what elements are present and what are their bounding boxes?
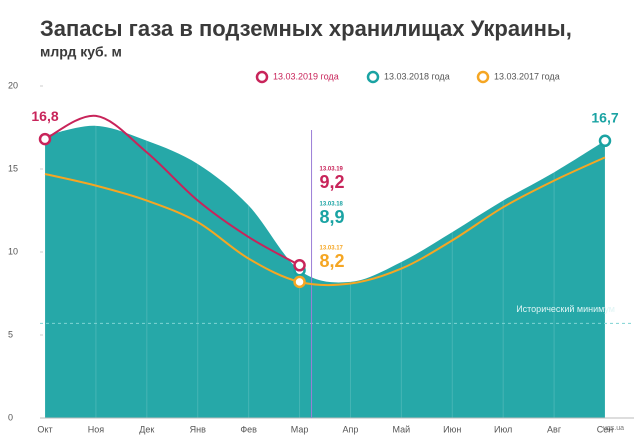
legend-swatch bbox=[366, 70, 380, 84]
x-tick-label: Янв bbox=[190, 424, 206, 434]
legend-label: 13.03.2017 года bbox=[494, 71, 560, 81]
value-label: 9,2 bbox=[320, 172, 345, 192]
chart-title: Запасы газа в подземных хранилищах Украи… bbox=[40, 16, 572, 41]
x-tick-label: Июн bbox=[443, 424, 461, 434]
x-tick-label: Авг bbox=[547, 424, 562, 434]
legend-label: 13.03.2018 года bbox=[384, 71, 450, 81]
point-marker bbox=[293, 259, 306, 272]
y-tick-label: 0 bbox=[8, 412, 13, 422]
area bbox=[45, 125, 605, 418]
callout-date: 13.03.17 bbox=[320, 246, 344, 252]
x-tick-label: Май bbox=[393, 424, 411, 434]
x-tick-label: Ноя bbox=[88, 424, 105, 434]
legend-swatch bbox=[255, 70, 269, 84]
x-tick-label: Апр bbox=[343, 424, 359, 434]
point-marker bbox=[293, 275, 306, 289]
value-label: 16,7 bbox=[591, 109, 618, 125]
x-tick-label: Дек bbox=[139, 424, 154, 434]
y-tick-label: 10 bbox=[8, 246, 18, 256]
value-label: 16,8 bbox=[31, 108, 58, 124]
point-marker bbox=[598, 134, 612, 148]
x-tick-label: Фев bbox=[240, 424, 257, 434]
y-tick-label: 20 bbox=[8, 80, 18, 90]
x-tick-label: Июл bbox=[494, 424, 512, 434]
point-marker bbox=[38, 132, 52, 146]
legend-swatch bbox=[476, 70, 490, 84]
x-tick-label: Окт bbox=[37, 424, 52, 434]
line bbox=[44, 114, 301, 267]
source: ugs.ua bbox=[603, 425, 624, 432]
value-label: 8,9 bbox=[320, 207, 345, 227]
line bbox=[44, 156, 606, 287]
x-tick-label: Сен bbox=[597, 424, 614, 434]
callout-date: 13.03.19 bbox=[320, 167, 344, 173]
chart-subtitle: млрд куб. м bbox=[40, 44, 122, 60]
reference-label: Исторический минимум bbox=[516, 304, 615, 314]
callout-date: 13.03.18 bbox=[320, 202, 344, 208]
y-tick-label: 5 bbox=[8, 329, 13, 339]
value-label: 8,2 bbox=[320, 251, 345, 271]
legend-label: 13.03.2019 года bbox=[273, 71, 339, 81]
y-tick-label: 15 bbox=[8, 163, 18, 173]
x-tick-label: Мар bbox=[291, 424, 309, 434]
